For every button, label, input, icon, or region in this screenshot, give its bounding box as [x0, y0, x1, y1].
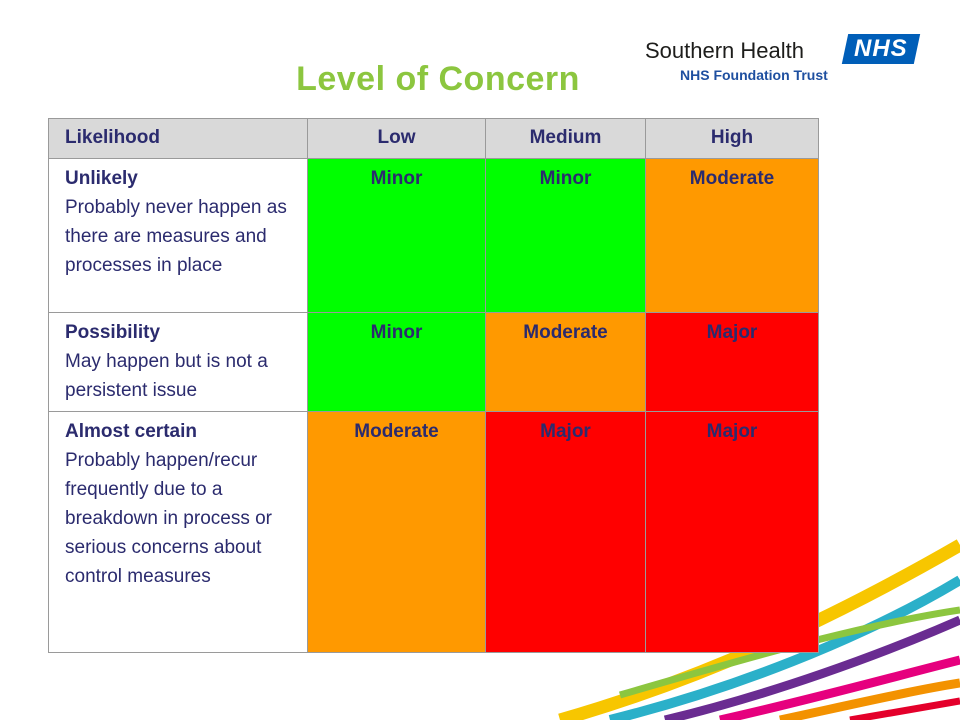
nhs-badge-text: NHS [854, 35, 908, 62]
logo-subtitle: NHS Foundation Trust [680, 67, 828, 83]
row-title: Possibility [65, 322, 161, 343]
likelihood-cell: Almost certain Probably happen/recur fre… [48, 411, 308, 653]
risk-matrix-table: Likelihood Low Medium High Unlikely Prob… [48, 118, 819, 653]
level-cell: Moderate [485, 312, 646, 412]
likelihood-cell: Unlikely Probably never happen as there … [48, 158, 308, 313]
level-cell: Moderate [645, 158, 819, 313]
level-cell: Major [485, 411, 646, 653]
likelihood-cell: Possibility May happen but is not a pers… [48, 312, 308, 412]
table-header-row: Likelihood Low Medium High [48, 118, 819, 159]
level-cell: Major [645, 411, 819, 653]
table-row-unlikely: Unlikely Probably never happen as there … [48, 158, 819, 313]
row-description: Probably happen/recur frequently due to … [65, 450, 272, 587]
header-likelihood: Likelihood [48, 118, 308, 159]
table-row-almost-certain: Almost certain Probably happen/recur fre… [48, 411, 819, 653]
row-title: Almost certain [65, 421, 197, 442]
row-description: May happen but is not a persistent issue [65, 351, 268, 401]
nhs-badge: NHS [841, 34, 921, 64]
header-medium: Medium [485, 118, 646, 159]
level-cell: Moderate [307, 411, 486, 653]
slide-title: Level of Concern [296, 60, 580, 98]
table-row-possibility: Possibility May happen but is not a pers… [48, 312, 819, 412]
level-cell: Minor [307, 312, 486, 412]
level-cell: Major [645, 312, 819, 412]
row-description: Probably never happen as there are measu… [65, 197, 287, 276]
header-low: Low [307, 118, 486, 159]
nhs-logo: Southern Health NHS NHS Foundation Trust [640, 32, 930, 92]
level-cell: Minor [485, 158, 646, 313]
logo-name: Southern Health [645, 38, 804, 63]
level-cell: Minor [307, 158, 486, 313]
header-high: High [645, 118, 819, 159]
row-title: Unlikely [65, 168, 138, 189]
